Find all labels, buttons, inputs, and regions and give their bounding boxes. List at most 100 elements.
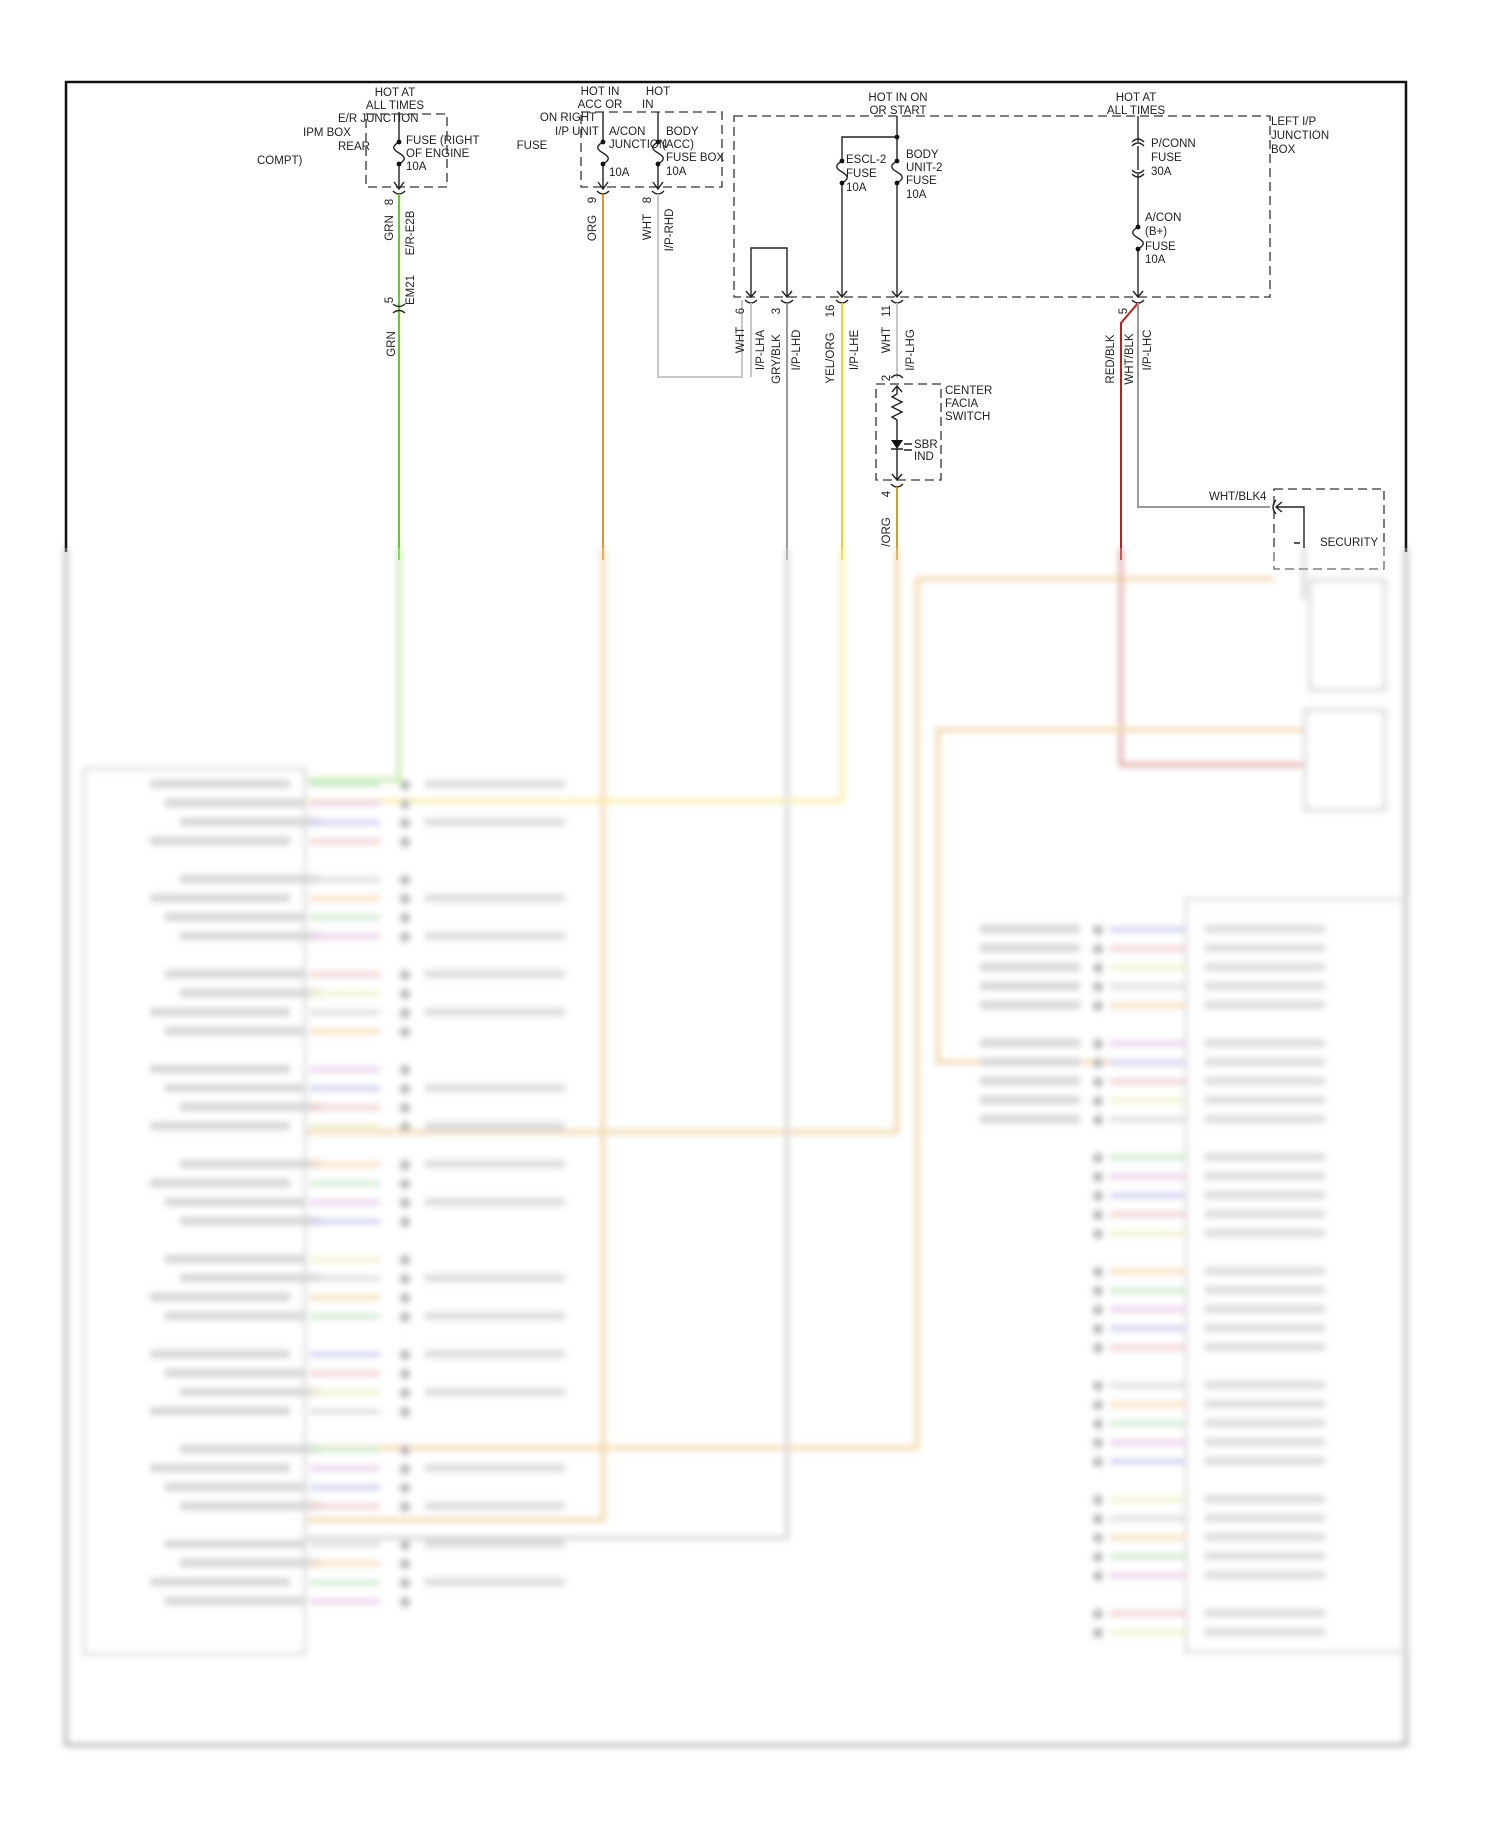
blurred-wire — [310, 1371, 380, 1376]
hot-label: OR START — [869, 105, 926, 117]
blurred-wire — [310, 1580, 380, 1585]
hot-label: IN — [642, 99, 654, 111]
blurred-label — [1205, 944, 1325, 952]
blurred-label — [165, 1255, 305, 1263]
box-title: BOX — [1271, 144, 1296, 156]
wire-color-label: RED/BLK — [1105, 334, 1117, 384]
blurred-wire — [1110, 1573, 1185, 1578]
blurred-terminal — [400, 1407, 410, 1417]
blurred-wire — [1110, 1402, 1185, 1407]
blurred-terminal — [1093, 1153, 1103, 1163]
blurred-label — [425, 1274, 565, 1282]
blurred-wire — [310, 1352, 380, 1357]
pin-number: 5 — [384, 297, 396, 303]
blurred-wire — [1110, 1003, 1185, 1008]
wire-color-label: WHT — [735, 327, 747, 353]
blurred-terminal — [1093, 1343, 1103, 1353]
blurred-label — [1205, 1039, 1325, 1047]
blurred-terminal — [400, 1350, 410, 1360]
blurred-terminal — [1093, 1571, 1103, 1581]
blurred-terminal — [1093, 1267, 1103, 1277]
hot-label: ACC OR — [578, 99, 623, 111]
fuse-label: JUNCTION — [609, 139, 667, 151]
blurred-wire — [1110, 1307, 1185, 1312]
pin-number: 8 — [642, 197, 654, 203]
blurred-wire — [310, 839, 380, 844]
blurred-label — [1205, 982, 1325, 990]
resistor-icon — [890, 386, 904, 440]
blurred-label — [425, 894, 565, 902]
blurred-wire — [1110, 1212, 1185, 1217]
blurred-terminal — [400, 989, 410, 999]
fuse-label: FUSE — [906, 175, 937, 187]
blurred-terminal — [400, 1464, 410, 1474]
blurred-label — [980, 1058, 1080, 1066]
blurred-label — [425, 1198, 565, 1206]
hot-label: HOT AT — [375, 87, 415, 99]
blurred-label — [1205, 1628, 1325, 1636]
fuse-rating: 10A — [1145, 254, 1166, 266]
hot-label: ALL TIMES — [366, 100, 424, 112]
blurred-terminal — [400, 1008, 410, 1018]
box-title: JUNCTION — [1271, 130, 1329, 142]
fuse-label: BODY — [906, 149, 939, 161]
blurred-terminal — [400, 970, 410, 980]
location-label: COMPT) — [257, 155, 303, 167]
blurred-label — [1205, 1058, 1325, 1066]
blurred-label — [165, 913, 305, 921]
blurred-label — [165, 1084, 305, 1092]
fuse-rating: 10A — [609, 167, 630, 179]
blurred-label — [1205, 1343, 1325, 1351]
blurred-label — [980, 1039, 1080, 1047]
inline-connector-icon — [392, 303, 406, 314]
blurred-terminal — [400, 799, 410, 809]
blurred-terminal — [400, 913, 410, 923]
box-title: LEFT I/P — [1271, 116, 1316, 128]
fuse-icon — [891, 160, 903, 184]
left-ip-junction-box: LEFT I/P JUNCTION BOX HOT IN ON OR START… — [733, 92, 1329, 560]
blurred-label — [150, 1179, 290, 1187]
connector-label: I/P-LHG — [905, 329, 917, 371]
blurred-wire — [310, 972, 380, 977]
blurred-label — [1205, 1229, 1325, 1237]
blurred-terminal — [400, 1445, 410, 1455]
blurred-wire — [310, 1504, 380, 1509]
blurred-label — [165, 970, 305, 978]
blurred-label — [180, 1502, 320, 1510]
wire-color-label: ORG — [587, 215, 599, 241]
fuse-icon — [1132, 226, 1144, 250]
blurred-wire — [310, 991, 380, 996]
wire-red-blk — [1120, 302, 1139, 560]
blurred-label — [165, 1369, 305, 1377]
blurred-terminal — [1093, 1096, 1103, 1106]
blurred-wire — [310, 934, 380, 939]
blurred-terminal — [400, 1027, 410, 1037]
blurred-terminal — [1093, 1115, 1103, 1125]
fusible-link-icon — [1131, 138, 1145, 178]
blurred-label — [980, 944, 1080, 952]
blurred-label — [180, 1445, 320, 1453]
blurred-terminal — [400, 1179, 410, 1189]
switch-title: FACIA — [945, 398, 979, 410]
blurred-label — [1205, 963, 1325, 971]
blurred-label — [425, 1502, 565, 1510]
fuse-label: FUSE (RIGHT — [406, 135, 479, 147]
blurred-label — [425, 1084, 565, 1092]
blurred-label — [165, 1312, 305, 1320]
blurred-label — [1205, 1609, 1325, 1617]
blurred-label — [150, 1065, 290, 1073]
fuse-rating: 10A — [906, 189, 927, 201]
blurred-label — [150, 837, 290, 845]
blurred-label — [180, 989, 320, 997]
right-ip-fuse-box: HOT IN ACC OR HOT IN ON RIGHT I/P UNIT F… — [517, 86, 743, 560]
blurred-wire — [1110, 1421, 1185, 1426]
blurred-terminal — [1093, 1628, 1103, 1638]
blurred-wire — [310, 877, 380, 882]
blur-overlay — [0, 548, 1500, 1828]
blurred-terminal — [400, 1274, 410, 1284]
pin-number: 5 — [1118, 308, 1130, 314]
wire-color-label: WHT — [642, 214, 654, 240]
blurred-terminal — [1093, 1324, 1103, 1334]
blurred-terminal — [1093, 1552, 1103, 1562]
